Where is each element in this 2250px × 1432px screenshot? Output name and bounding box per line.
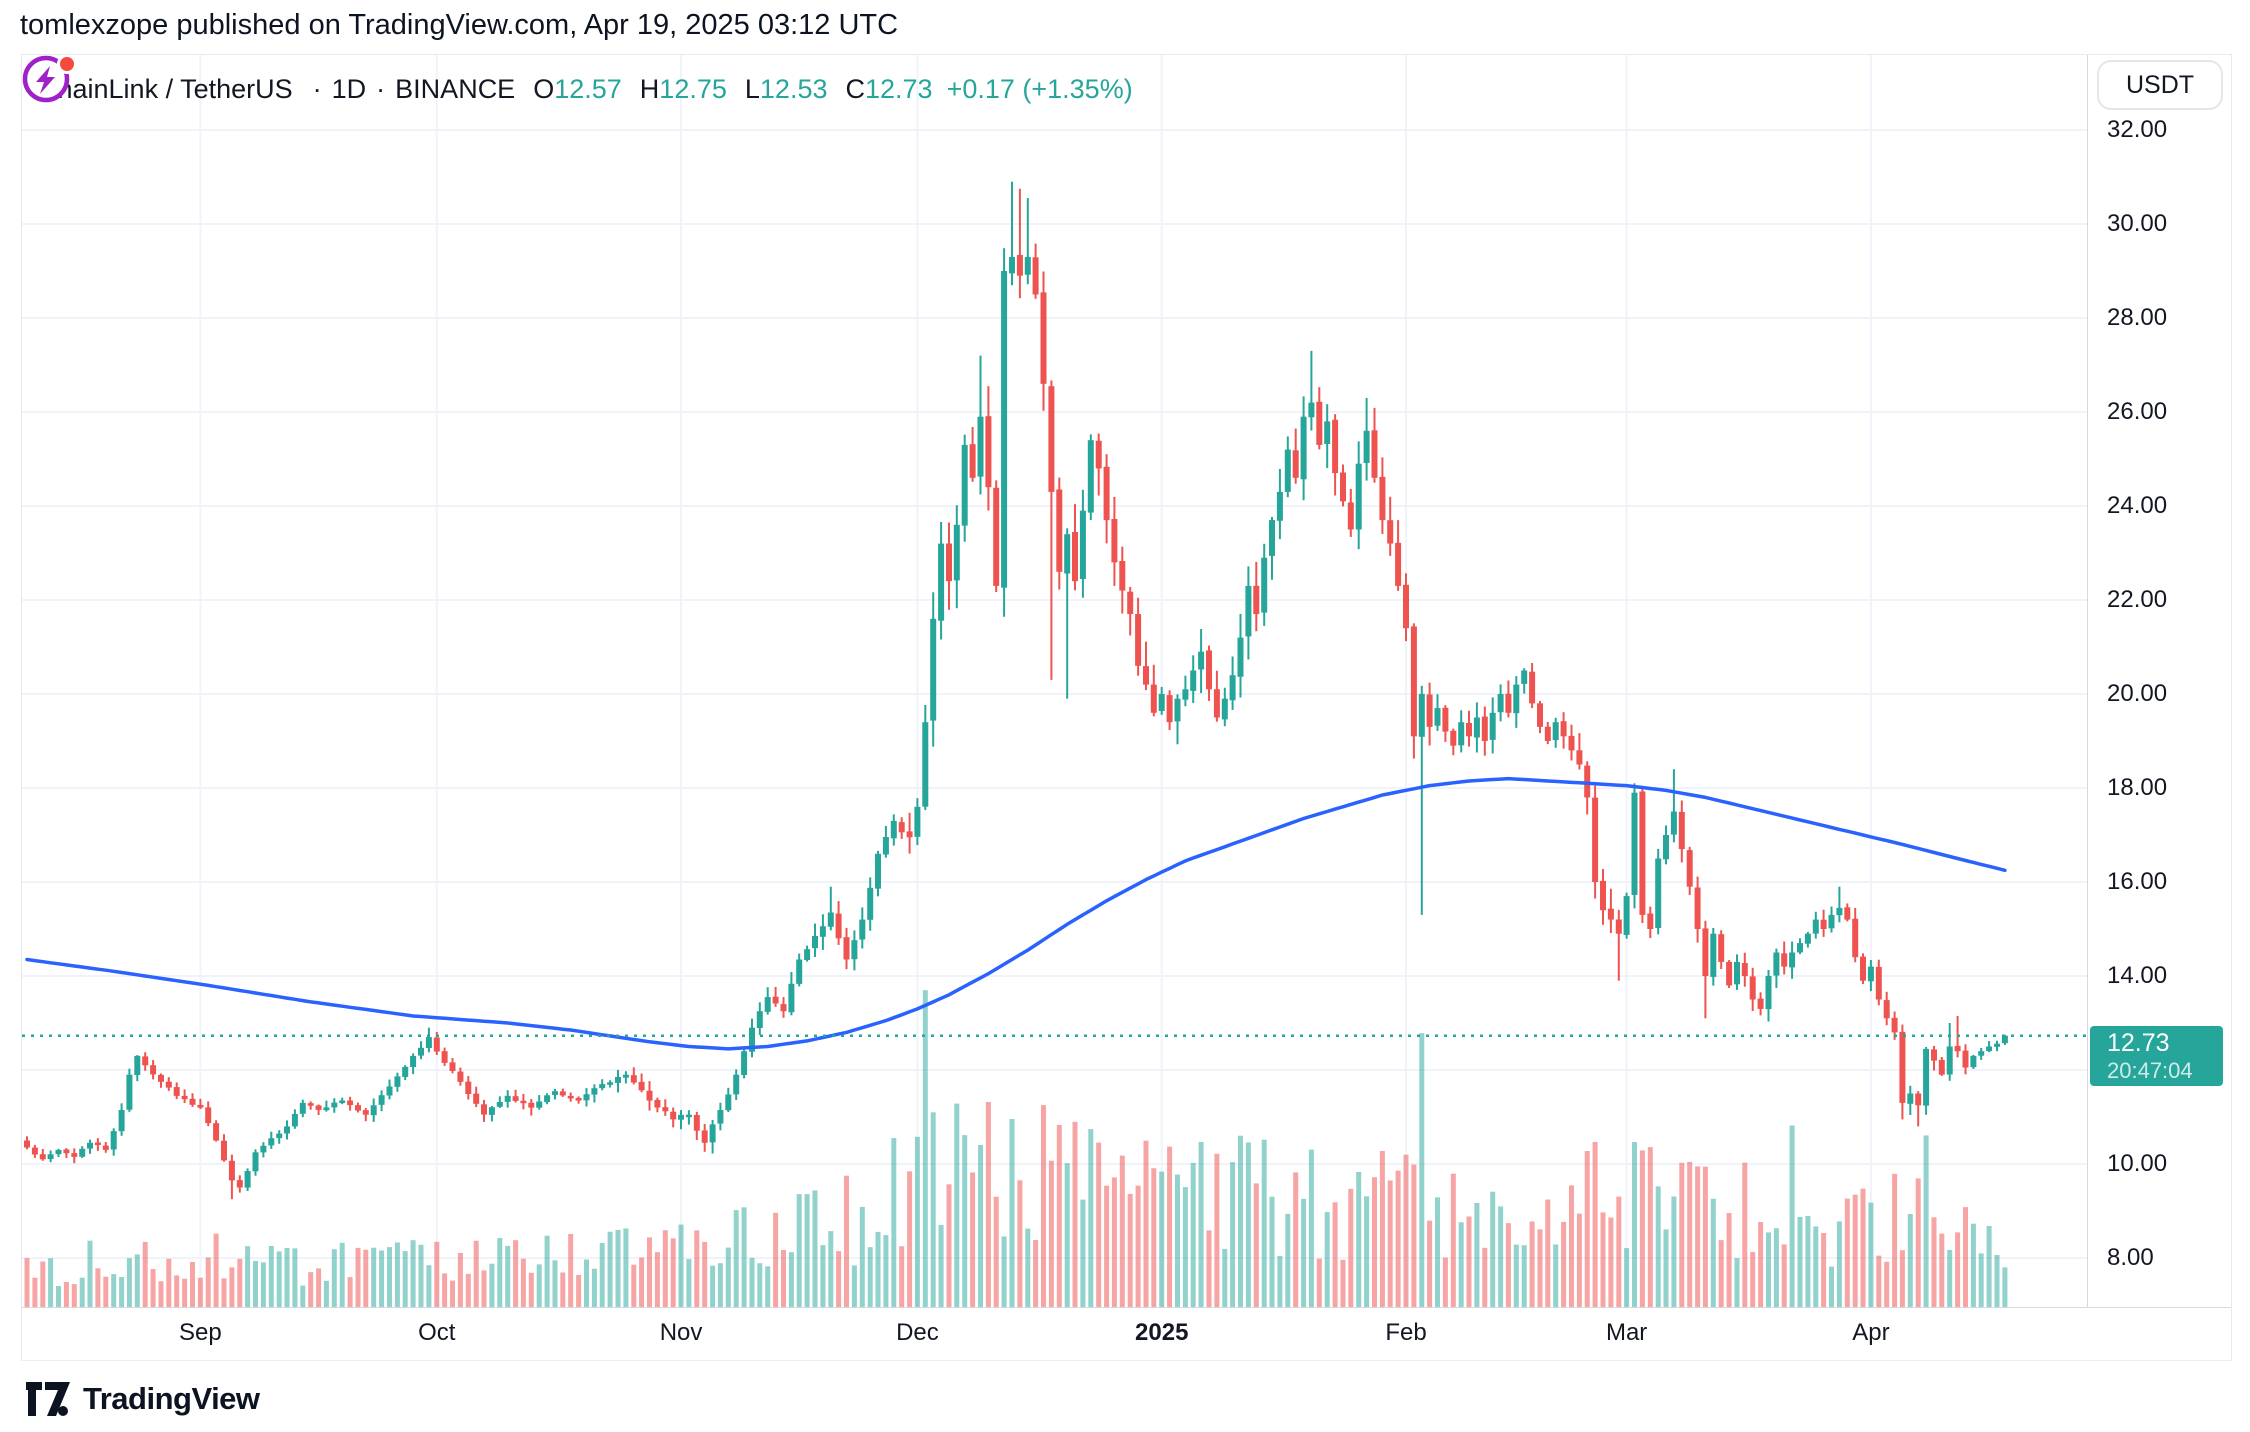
time-tick-label-apr: Apr bbox=[1852, 1319, 1890, 1346]
price-tick-label: 28.00 bbox=[2107, 304, 2168, 331]
price-tick-label: 32.00 bbox=[2107, 116, 2168, 143]
price-tick-label: 24.00 bbox=[2107, 492, 2168, 519]
price-tick-label: 22.00 bbox=[2107, 586, 2168, 613]
candlestick-chart-canvas[interactable] bbox=[22, 55, 2087, 1307]
tradingview-attribution[interactable]: TradingView bbox=[25, 1378, 260, 1420]
chart-legend[interactable]: ChainLink / TetherUS · 1D · BINANCE O12.… bbox=[38, 73, 1133, 105]
tradingview-brand-text: TradingView bbox=[83, 1381, 260, 1416]
time-tick-label-nov: Nov bbox=[659, 1319, 703, 1346]
price-tick-label: 16.00 bbox=[2107, 868, 2168, 895]
notification-dot-icon bbox=[57, 55, 77, 74]
volume-bars bbox=[24, 990, 2008, 1307]
time-tick-label-sep: Sep bbox=[179, 1319, 222, 1346]
flash-boost-button[interactable] bbox=[22, 55, 94, 111]
chart-widget: ChainLink / TetherUS · 1D · BINANCE O12.… bbox=[21, 54, 2232, 1361]
price-scale[interactable]: USDT 32.00 30.00 28.00 26.00 24.00 22.00 20.00… bbox=[2087, 55, 2231, 1307]
legend-separator: · bbox=[376, 74, 386, 104]
last-price-badge: 12.73 20:47:04 bbox=[2090, 1026, 2223, 1086]
time-tick-label-oct: Oct bbox=[418, 1319, 456, 1346]
bar-countdown: 20:47:04 bbox=[2107, 1058, 2193, 1083]
price-tick-label: 8.00 bbox=[2107, 1244, 2154, 1271]
tradingview-logo-icon bbox=[26, 1382, 70, 1416]
exchange-label: BINANCE bbox=[395, 74, 516, 104]
ma-line bbox=[25, 776, 2007, 1051]
ohlc-close: C12.73 bbox=[845, 74, 933, 104]
time-gridlines bbox=[199, 55, 1872, 1307]
time-tick-label-feb: Feb bbox=[1385, 1319, 1427, 1346]
price-tick-label: 10.00 bbox=[2107, 1150, 2168, 1177]
price-tick-label: 30.00 bbox=[2107, 210, 2168, 237]
ohlc-high: H12.75 bbox=[639, 74, 727, 104]
ohlc-low: L12.53 bbox=[744, 74, 828, 104]
ohlc-open: O12.57 bbox=[533, 74, 622, 104]
published-attribution-bar: tomlexzope published on TradingView.com,… bbox=[20, 9, 899, 41]
time-tick-label-mar: Mar bbox=[1605, 1319, 1648, 1346]
currency-toggle-button[interactable]: USDT bbox=[2097, 60, 2223, 110]
time-tick-label-2025: 2025 bbox=[1135, 1319, 1189, 1346]
price-gridlines bbox=[22, 129, 2087, 1259]
symbol-title[interactable]: ChainLink / TetherUS bbox=[38, 74, 293, 104]
time-tick-label-dec: Dec bbox=[896, 1319, 939, 1346]
price-tick-label: 18.00 bbox=[2107, 774, 2168, 801]
candles bbox=[24, 181, 2008, 1200]
legend-separator: · bbox=[312, 74, 322, 104]
chart-pane[interactable]: ChainLink / TetherUS · 1D · BINANCE O12.… bbox=[22, 55, 2087, 1307]
last-price-value: 12.73 bbox=[2107, 1029, 2170, 1057]
time-scale[interactable]: Sep Oct Nov Dec 2025 Feb Mar Apr bbox=[22, 1307, 2231, 1361]
lightning-bolt-icon bbox=[36, 66, 55, 94]
price-tick-label: 20.00 bbox=[2107, 680, 2168, 707]
price-tick-label: 14.00 bbox=[2107, 962, 2168, 989]
interval-label[interactable]: 1D bbox=[331, 74, 367, 104]
price-tick-label: 26.00 bbox=[2107, 398, 2168, 425]
price-change-label: +0.17 (+1.35%) bbox=[946, 74, 1133, 104]
